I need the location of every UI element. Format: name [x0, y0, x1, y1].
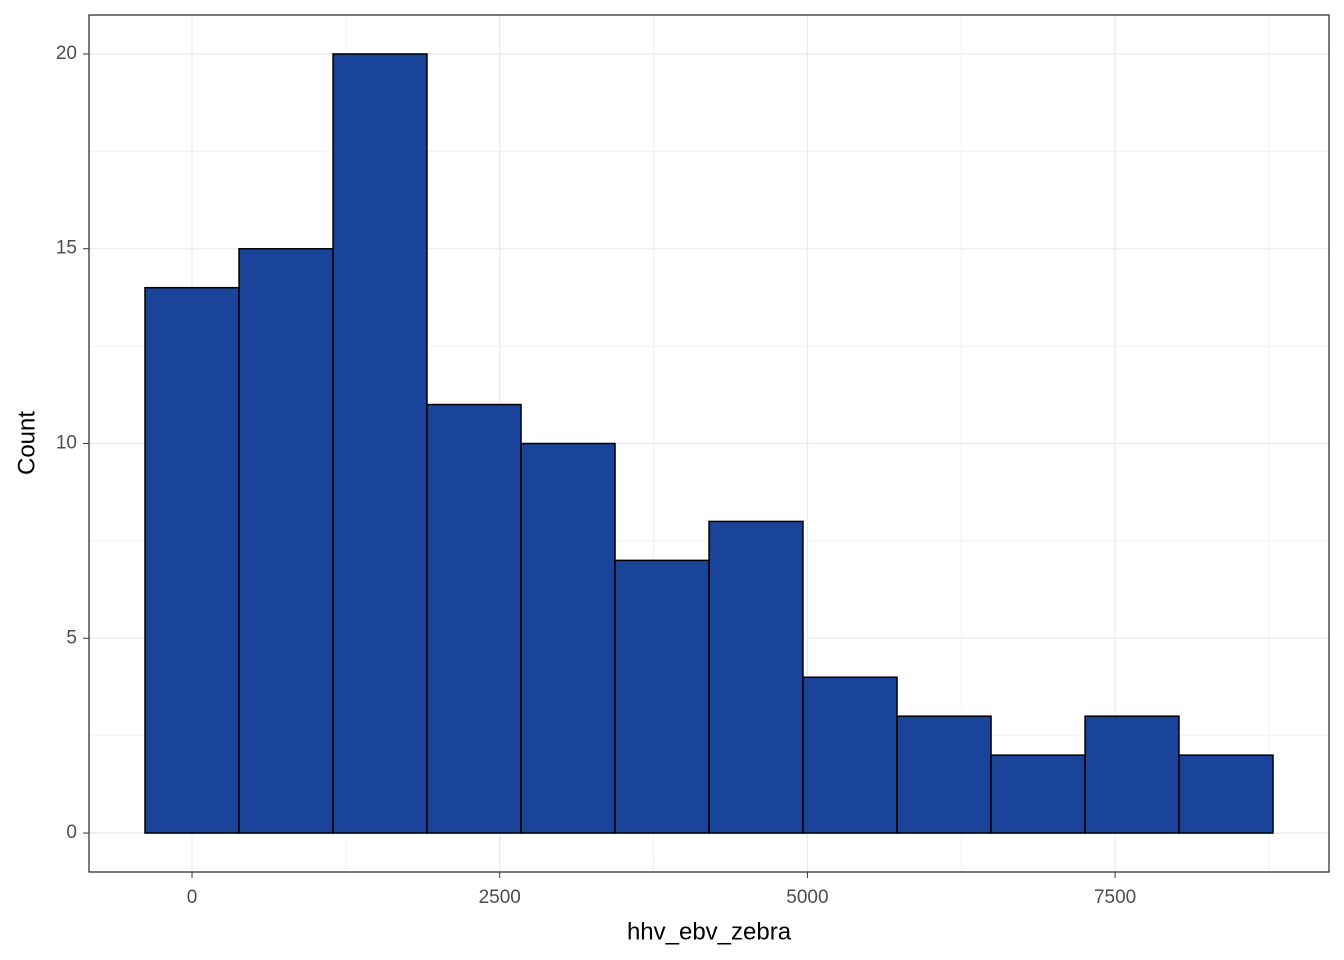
- bar: [238, 247, 334, 834]
- bar: [520, 442, 616, 834]
- bar: [708, 520, 804, 834]
- y-tick-label: 20: [56, 43, 77, 64]
- y-tick-label: 10: [56, 433, 77, 454]
- x-tick-label: 7500: [1094, 887, 1136, 908]
- bar: [896, 715, 992, 834]
- bar: [1178, 754, 1274, 834]
- y-axis-label: Count: [13, 411, 40, 475]
- bar: [990, 754, 1086, 834]
- bar: [426, 403, 522, 834]
- bar: [1084, 715, 1180, 834]
- x-axis-label: hhv_ebv_zebra: [627, 918, 792, 945]
- x-tick-label: 0: [187, 887, 198, 908]
- x-tick-label: 5000: [786, 887, 828, 908]
- y-tick-label: 0: [66, 822, 77, 843]
- bar: [614, 559, 710, 834]
- y-tick-label: 5: [66, 627, 77, 648]
- x-tick-label: 2500: [479, 887, 521, 908]
- y-tick-label: 15: [56, 238, 77, 259]
- bar: [144, 286, 240, 834]
- bar: [332, 53, 428, 834]
- panel-border: [88, 14, 1330, 873]
- bar: [802, 676, 898, 834]
